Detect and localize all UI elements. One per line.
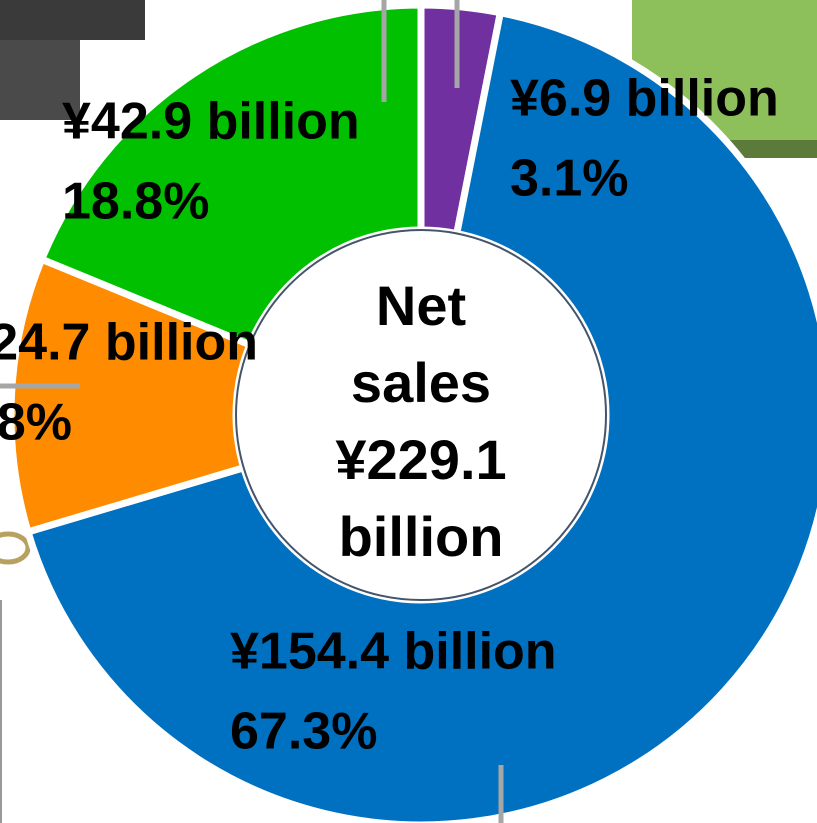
center-label: ¥229.1: [335, 428, 506, 491]
percent-label: 18.8%: [62, 173, 209, 231]
amount-label: ¥154.4 billion: [230, 623, 557, 681]
center-label: sales: [351, 351, 491, 414]
percent-label: 3.1%: [510, 150, 629, 208]
donut-hole: [235, 229, 607, 601]
percent-label: 67.3%: [230, 703, 377, 761]
center-label: billion: [339, 505, 504, 568]
center-label: Net: [376, 274, 466, 337]
amount-label: ¥24.7 billion: [0, 314, 258, 372]
product-photo: [0, 40, 80, 120]
logo: [0, 531, 31, 565]
product-photo: [0, 0, 145, 40]
amount-label: ¥6.9 billion: [510, 70, 779, 128]
leaders: [0, 0, 504, 823]
percent-label: 10.8%: [0, 394, 72, 452]
amount-label: ¥42.9 billion: [62, 93, 360, 151]
